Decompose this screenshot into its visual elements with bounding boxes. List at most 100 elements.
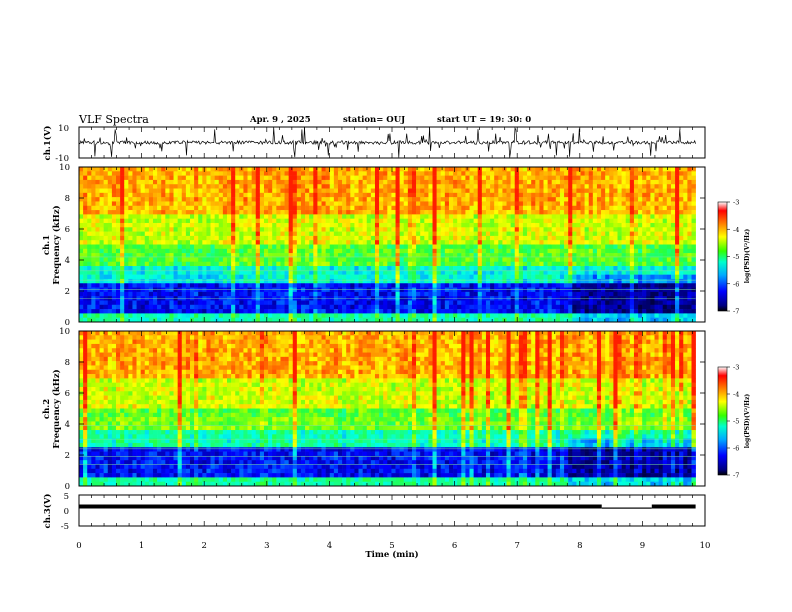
spectrogram-cell (206, 201, 211, 207)
spectrogram-cell (116, 261, 121, 267)
spectrogram-cell (161, 171, 166, 176)
spectrogram-cell (132, 235, 137, 241)
spectrogram-cell (428, 283, 433, 288)
spectrogram-cell (132, 283, 137, 288)
spectrogram-cell (638, 197, 643, 202)
spectrogram-cell (580, 205, 585, 211)
spectrogram-cell (140, 274, 146, 280)
spectrogram-cell (522, 192, 528, 198)
spectrogram-cell (329, 231, 335, 237)
spectrogram-cell (354, 304, 359, 310)
spectrogram-cell (226, 309, 232, 314)
spectrogram-cell (247, 205, 252, 211)
spectrogram-cell (481, 167, 487, 172)
spectrogram-cell (383, 278, 388, 284)
spectrogram-cell (444, 175, 450, 181)
spectrogram-cell (642, 278, 647, 284)
spectrogram-cell (494, 222, 499, 228)
spectrogram-cell (605, 227, 610, 232)
spectrogram-cell (144, 304, 150, 310)
spectrogram-cell (420, 313, 425, 318)
spectrogram-cell (432, 270, 437, 275)
spectrogram-cell (231, 300, 236, 306)
spectrogram-cell (91, 244, 96, 250)
spectrogram-cell (592, 222, 598, 228)
spectrogram-cell (416, 261, 421, 267)
spectrogram-cell (510, 218, 516, 224)
spectrogram-cell (432, 210, 437, 215)
spectrogram-cell (157, 266, 162, 271)
spectrogram-cell (329, 188, 335, 194)
spectrogram-cell (103, 227, 109, 232)
spectrogram-cell (296, 244, 302, 250)
spectrogram-cell (601, 317, 606, 323)
spectrogram-cell (185, 313, 191, 318)
spectrogram-cell (140, 235, 146, 241)
spectrogram-cell (354, 205, 359, 211)
spectrogram-cell (292, 210, 298, 215)
spectrogram-cell (91, 257, 96, 263)
spectrogram-cell (432, 309, 437, 314)
spectrogram-cell (116, 309, 121, 314)
spectrogram-cell (222, 257, 228, 263)
spectrogram-cell (309, 248, 314, 254)
spectrogram-cell (448, 248, 454, 254)
spectrogram-cell (87, 270, 92, 275)
spectrogram-cell (572, 231, 577, 237)
spectrogram-cell (346, 313, 351, 318)
spectrogram-cell (379, 227, 384, 232)
spectrogram-cell (136, 244, 141, 250)
spectrogram-cell (543, 313, 548, 318)
spectrogram-cell (124, 197, 129, 202)
spectrogram-cell (547, 261, 553, 267)
spectrogram-cell (313, 278, 318, 284)
spectrogram-cell (136, 313, 141, 318)
spectrogram-cell (272, 270, 277, 275)
spectrogram-cell (157, 244, 162, 250)
spectrogram-cell (185, 287, 191, 293)
spectrogram-cell (337, 240, 343, 245)
spectrogram-cell (259, 304, 265, 310)
spectrogram-cell (576, 197, 581, 202)
spectrogram-cell (617, 192, 622, 198)
spectrogram-cell (461, 179, 466, 185)
spectrogram-cell (551, 257, 557, 263)
spectrogram-cell (601, 197, 606, 202)
spectrogram-cell (399, 205, 405, 211)
spectrogram-cell (79, 227, 84, 232)
spectrogram-cell (87, 317, 92, 323)
spectrogram-cell (235, 261, 240, 267)
spectrogram-cell (535, 179, 540, 185)
spectrogram-cell (362, 201, 368, 207)
spectrogram-cell (411, 253, 417, 258)
spectrogram-cell (510, 210, 516, 215)
spectrogram-cell (535, 313, 540, 318)
spectrogram-cell (87, 175, 92, 181)
spectrogram-cell (346, 231, 351, 237)
spectrogram-cell (494, 188, 499, 194)
spectrogram-cell (337, 274, 343, 280)
spectrogram-cell (399, 274, 405, 280)
spectrogram-cell (288, 257, 294, 263)
spectrogram-cell (399, 248, 405, 254)
spectrogram-cell (379, 205, 384, 211)
spectrogram-cell (411, 171, 417, 176)
spectrogram-cell (407, 274, 413, 280)
spectrogram-cell (399, 179, 405, 185)
spectrogram-cell (592, 227, 598, 232)
spectrogram-cell (337, 261, 343, 267)
spectrogram-cell (502, 214, 507, 219)
spectrogram-cell (140, 309, 146, 314)
spectrogram-cell (374, 274, 380, 280)
spectrogram-cell (374, 218, 380, 224)
spectrogram-cell (152, 278, 158, 284)
spectrogram-cell (490, 197, 495, 202)
spectrogram-cell (432, 240, 437, 245)
spectrogram-cell (411, 304, 417, 310)
spectrogram-cell (407, 210, 413, 215)
spectrogram-cell (424, 317, 429, 323)
spectrogram-cell (251, 222, 257, 228)
spectrogram-cell (95, 210, 100, 215)
spectrogram-cell (370, 313, 376, 318)
spectrogram-cell (506, 231, 511, 237)
